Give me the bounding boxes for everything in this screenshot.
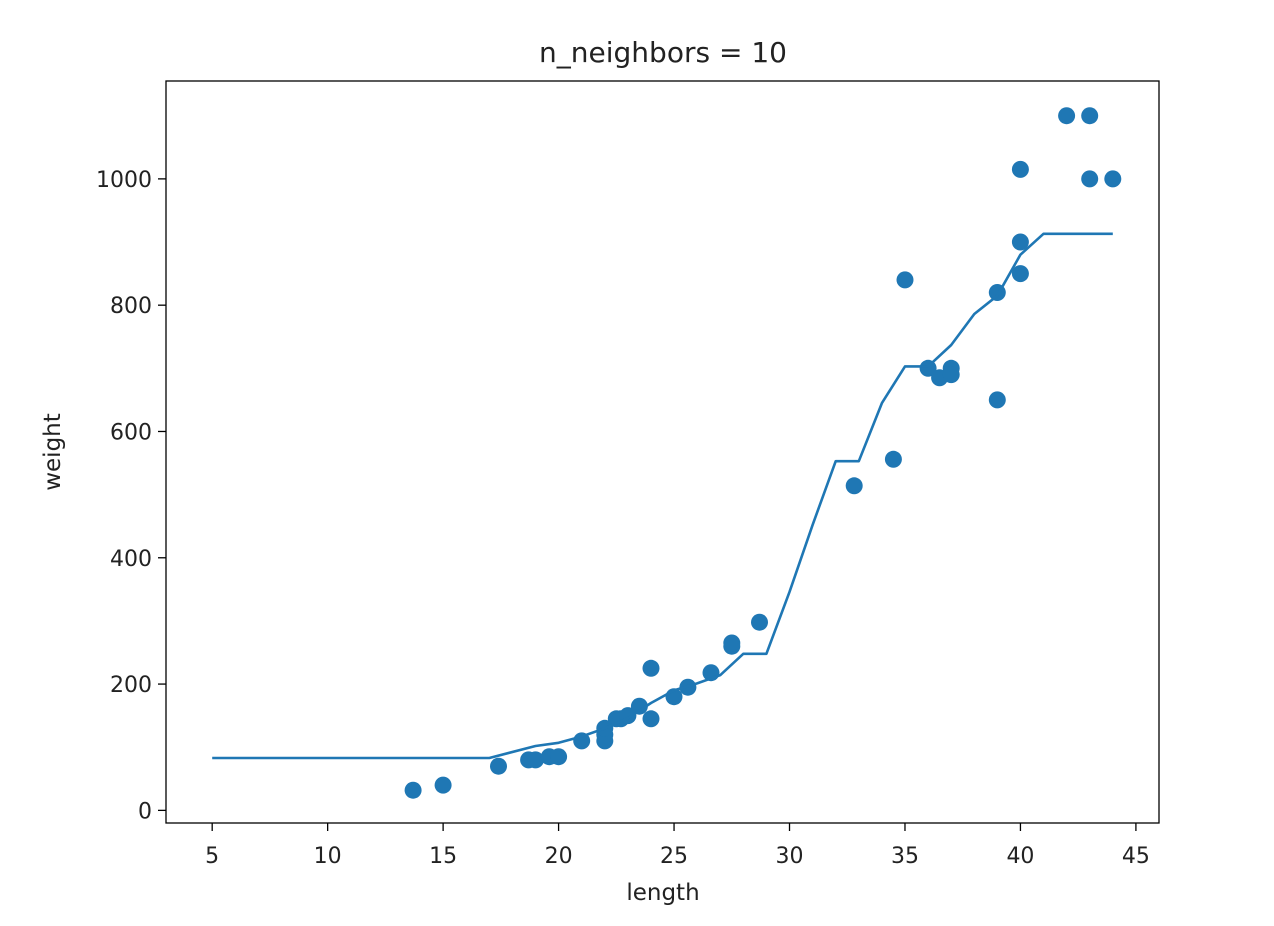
- y-tick-label: 200: [110, 673, 152, 698]
- y-axis: 0 200 400 600 800 1000: [96, 168, 166, 824]
- scatter-point: [434, 776, 452, 794]
- scatter-point: [1011, 160, 1029, 178]
- scatter-point: [988, 391, 1006, 409]
- scatter-point: [642, 659, 660, 677]
- scatter-point: [751, 613, 768, 631]
- x-axis: 5 10 15 20 25 30 35 40 45: [205, 823, 1150, 869]
- y-tick-label: 0: [138, 799, 152, 824]
- scatter-point: [1058, 107, 1076, 125]
- x-tick-label: 45: [1122, 844, 1150, 869]
- x-tick-label: 10: [314, 844, 342, 869]
- scatter-point: [630, 697, 648, 715]
- scatter-point: [896, 271, 914, 289]
- scatter-point: [404, 781, 422, 799]
- y-tick-label: 1000: [96, 168, 152, 193]
- x-tick-label: 20: [545, 844, 573, 869]
- scatter-point: [1011, 265, 1029, 283]
- y-axis-label: weight: [40, 413, 66, 491]
- x-axis-label: length: [626, 880, 699, 906]
- scatter-point: [550, 748, 568, 766]
- x-tick-label: 25: [660, 844, 688, 869]
- scatter-point: [845, 477, 863, 495]
- chart-title: n_neighbors = 10: [539, 36, 787, 69]
- x-tick-label: 5: [205, 844, 219, 869]
- x-tick-label: 30: [776, 844, 804, 869]
- axes-frame: [165, 80, 1160, 824]
- scatter-point: [1081, 170, 1099, 188]
- scatter-point: [1081, 107, 1099, 125]
- y-tick-label: 600: [110, 420, 152, 445]
- scatter-point: [1011, 233, 1029, 251]
- prediction-line: [212, 232, 1113, 760]
- x-tick-label: 35: [891, 844, 919, 869]
- scatter-point: [723, 634, 741, 652]
- scatter-point: [642, 710, 660, 728]
- scatter-point: [1104, 170, 1122, 188]
- plot-area: [212, 107, 1122, 799]
- y-tick-label: 800: [110, 294, 152, 319]
- x-tick-label: 15: [429, 844, 457, 869]
- scatter-point: [942, 366, 960, 384]
- scatter-point: [490, 757, 507, 775]
- scatter-point: [884, 450, 902, 468]
- x-tick-label: 40: [1006, 844, 1034, 869]
- y-tick-label: 400: [110, 547, 152, 572]
- scatter-point: [527, 751, 544, 769]
